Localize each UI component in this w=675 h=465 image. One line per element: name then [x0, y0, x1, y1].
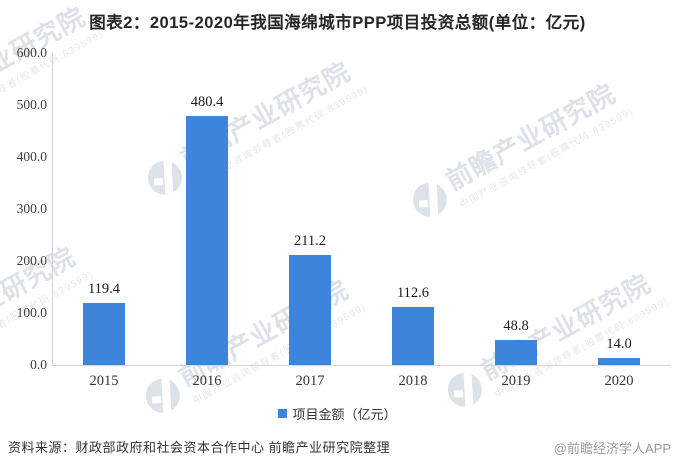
bar-value-label: 119.4 [87, 281, 121, 298]
y-axis-tick-label: 300.0 [16, 200, 47, 216]
x-axis-category-label: 2019 [501, 373, 531, 389]
x-axis-category-label: 2018 [398, 373, 428, 389]
y-axis-tick-label: 500.0 [16, 96, 47, 112]
x-axis-category-label: 2017 [295, 373, 325, 389]
x-axis-category-label: 2016 [192, 373, 222, 389]
bar [495, 339, 537, 365]
bar [186, 115, 228, 365]
bar-value-label: 112.6 [396, 284, 430, 301]
bar-value-label: 480.4 [190, 93, 224, 110]
bar-value-label: 14.0 [606, 335, 632, 352]
y-axis-tick-label: 0.0 [30, 356, 47, 372]
y-axis-tick-label: 100.0 [16, 304, 47, 320]
legend-label: 项目金额（亿元） [292, 407, 397, 422]
x-axis-category-label: 2020 [604, 373, 634, 389]
x-axis-category-label: 2015 [89, 373, 119, 389]
y-axis-tick-label: 600.0 [16, 45, 47, 60]
y-axis-tick-label: 400.0 [16, 148, 47, 164]
bar-value-label: 48.8 [503, 317, 529, 334]
legend-swatch [278, 409, 288, 418]
source-note: 资料来源：财政部政府和社会资本合作中心 前瞻产业研究院整理 [8, 440, 391, 455]
plot-area: 0.0 100.0 200.0 300.0 400.0 500.0 600.0 119.4 20… [17, 45, 671, 389]
legend: 项目金额（亿元） [0, 404, 675, 423]
bar [598, 357, 640, 365]
bar [392, 306, 434, 365]
chart-title: 图表2：2015-2020年我国海绵城市PPP项目投资总额(单位：亿元) [89, 14, 586, 32]
app-credit: @前瞻经济学人APP [553, 441, 671, 456]
bar [289, 255, 331, 365]
y-axis-tick-label: 200.0 [16, 252, 47, 268]
bar-value-label: 211.2 [293, 233, 327, 250]
bar [83, 303, 125, 365]
